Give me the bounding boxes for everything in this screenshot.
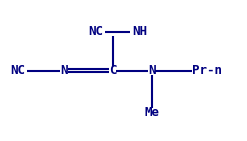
Text: Pr-n: Pr-n	[191, 64, 222, 77]
Text: NC: NC	[10, 64, 25, 77]
Text: C: C	[109, 64, 116, 77]
Text: N: N	[148, 64, 155, 77]
Text: N: N	[60, 64, 67, 77]
Text: NC: NC	[88, 25, 103, 38]
Text: NH: NH	[132, 25, 147, 38]
Text: Me: Me	[144, 106, 159, 119]
